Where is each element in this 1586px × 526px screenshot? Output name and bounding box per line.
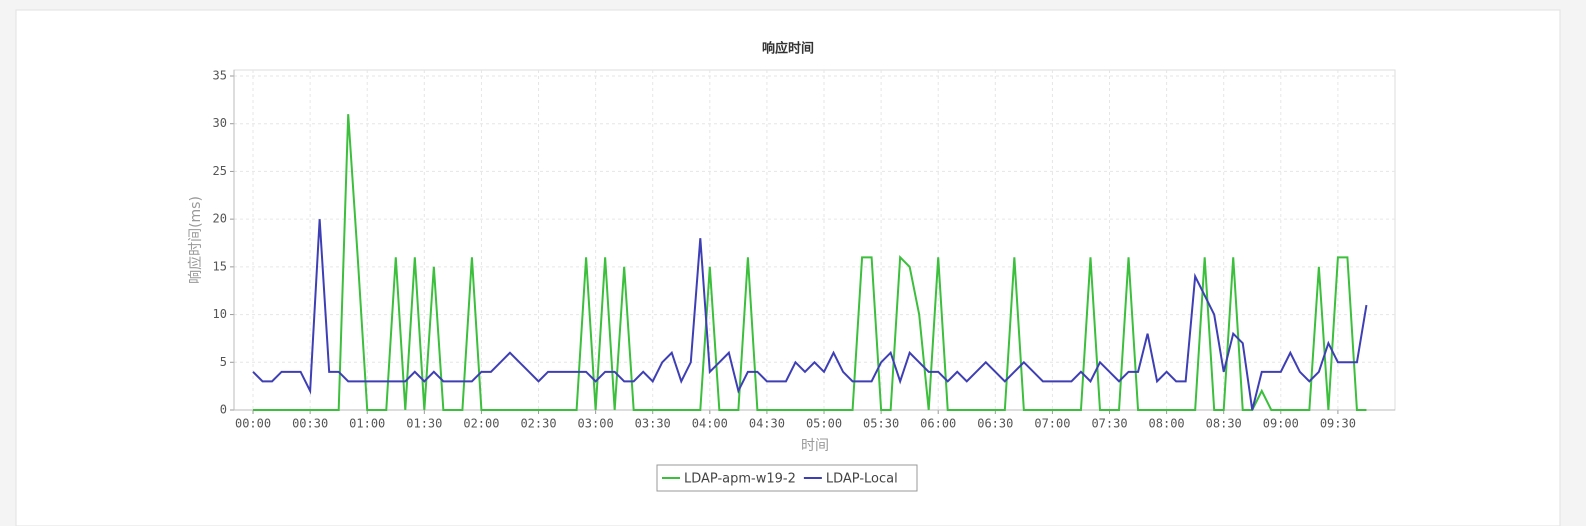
series-line [253,114,1367,411]
legend-label: LDAP-Local [826,472,898,487]
x-tick-label: 08:30 [1206,417,1242,431]
x-tick-label: 07:00 [1034,417,1070,431]
x-tick-label: 03:00 [578,417,614,431]
legend-label: LDAP-apm-w19-2 [684,472,796,487]
x-tick-label: 02:30 [520,417,556,431]
x-tick-label: 09:30 [1320,417,1356,431]
x-tick-label: 06:30 [977,417,1013,431]
x-tick-label: 09:00 [1263,417,1299,431]
x-tick-label: 04:30 [749,417,785,431]
series-line [252,219,1368,411]
y-axis-label: 响应时间(ms) [187,196,204,284]
y-tick-label: 10 [213,307,227,321]
x-tick-label: 00:00 [235,417,271,431]
y-tick-label: 15 [213,259,227,273]
legend [656,464,918,492]
x-axis-label: 时间 [801,438,829,454]
x-tick-label: 06:00 [920,417,956,431]
x-tick-label: 05:30 [863,417,899,431]
y-tick-label: 35 [213,69,227,83]
y-tick-label: 5 [220,355,227,369]
x-tick-label: 07:30 [1091,417,1127,431]
chart-title: 响应时间 [762,41,814,57]
x-tick-label: 08:00 [1149,417,1185,431]
y-tick-label: 30 [213,116,227,130]
x-tick-label: 00:30 [292,417,328,431]
x-tick-label: 03:30 [635,417,671,431]
x-tick-label: 02:00 [463,417,499,431]
x-tick-label: 01:30 [406,417,442,431]
x-tick-label: 04:00 [692,417,728,431]
y-tick-label: 20 [213,212,227,226]
x-tick-label: 05:00 [806,417,842,431]
y-tick-label: 0 [220,403,227,417]
x-tick-label: 01:00 [349,417,385,431]
y-tick-label: 25 [213,164,227,178]
